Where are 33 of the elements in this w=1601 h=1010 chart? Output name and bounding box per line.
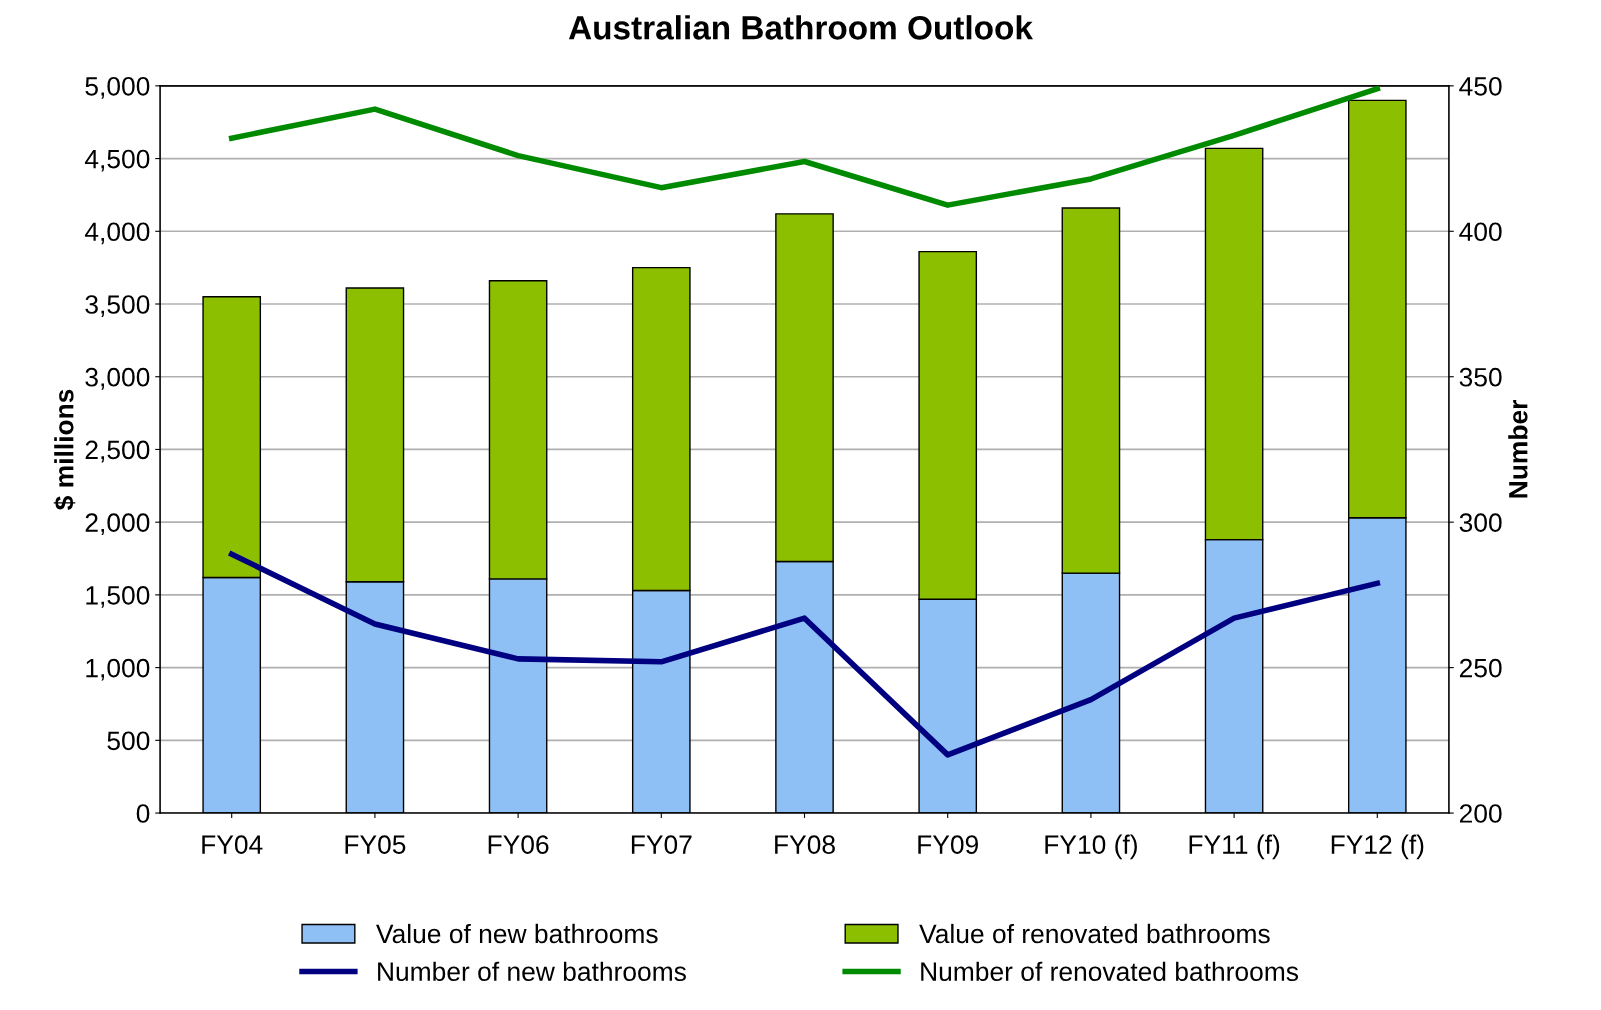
y-tick-label: 5,000	[85, 76, 150, 99]
y-tick-label: 4,000	[84, 222, 150, 245]
x-tick-label: FY09	[918, 835, 978, 854]
x-tick-label: FY11 (f)	[1189, 834, 1280, 860]
y-tick-label: 1,000	[86, 658, 150, 681]
x-tick-label: FY05	[345, 835, 406, 854]
y2-tick-label: 200	[1459, 804, 1502, 823]
y2-tick-label: 250	[1459, 658, 1502, 678]
y2-tick-label: 350	[1459, 367, 1502, 387]
y-axis-title: $ millions	[53, 389, 76, 510]
x-tick-label: FY12 (f)	[1331, 834, 1424, 860]
y-tick-label: 3,000	[85, 367, 150, 390]
y2-axis-title: Number	[1508, 400, 1528, 498]
legend-label: Number of new bathrooms	[378, 961, 686, 982]
legend-label: Value of new bathrooms	[376, 923, 658, 944]
y-tick-label: 2,500	[85, 440, 150, 463]
y-tick-label: 3,500	[85, 295, 150, 317]
legend-label: Value of renovated bathrooms	[919, 923, 1270, 944]
x-tick-label: FY04	[202, 835, 263, 854]
y2-tick-label: 450	[1459, 76, 1502, 96]
chart-title: Australian Bathroom Outlook	[568, 15, 1033, 40]
y-tick-label: 500	[107, 731, 150, 751]
y-tick-label: 0	[136, 804, 150, 823]
y-tick-label: 1,500	[86, 586, 150, 608]
legend-label: Number of renovated bathrooms	[921, 961, 1299, 982]
x-tick-label: FY06	[488, 835, 549, 854]
x-tick-label: FY07	[631, 835, 692, 854]
y-tick-label: 2,000	[85, 513, 150, 536]
x-tick-label: FY08	[775, 835, 835, 854]
x-tick-label: FY10 (f)	[1045, 834, 1137, 860]
y2-tick-label: 300	[1459, 513, 1502, 532]
y-tick-label: 4,500	[84, 149, 150, 172]
y2-tick-label: 400	[1459, 222, 1502, 242]
